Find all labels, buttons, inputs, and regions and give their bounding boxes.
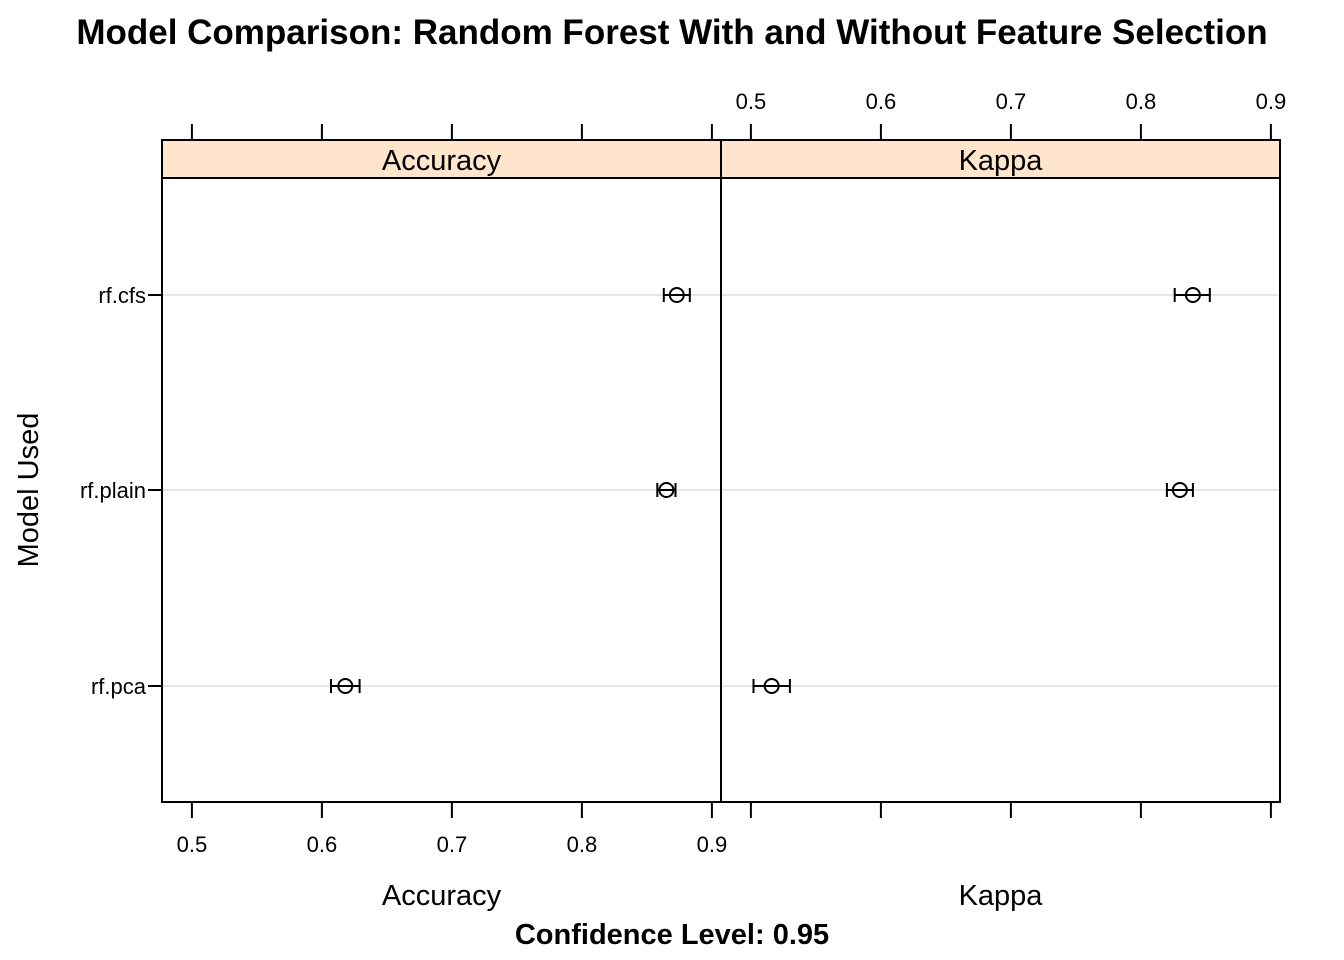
y-axis-label: Model Used xyxy=(13,413,45,568)
tick-label-bottom: 0.9 xyxy=(697,832,728,857)
strip-kappa xyxy=(721,140,1280,178)
panel-kappa: Kappa 0.5 0.6 0.7 0.8 0.9 Kappa xyxy=(720,89,1287,912)
strip-label: Kappa xyxy=(959,145,1044,177)
tick-label-top: 0.5 xyxy=(736,89,767,114)
point-rf.pca xyxy=(337,678,354,694)
panels-group: Accuracy 0.5 0.6 0.7 0.8 0.9 Accuracy Kappa 0.5 0… xyxy=(80,89,1286,912)
x-axis-label-kappa: Kappa xyxy=(959,880,1044,912)
point-rf.cfs xyxy=(1184,287,1201,303)
strip-label: Accuracy xyxy=(382,145,502,177)
point-rf.plain xyxy=(1171,482,1188,498)
tick-label-bottom: 0.7 xyxy=(437,832,468,857)
y-tick-label-rf.plain: rf.plain xyxy=(80,478,146,503)
chart-title: Model Comparison: Random Forest With and… xyxy=(76,13,1267,52)
tick-label-top: 0.7 xyxy=(996,89,1027,114)
tick-label-bottom: 0.6 xyxy=(307,832,338,857)
point-rf.cfs xyxy=(668,287,685,303)
point-rf.pca xyxy=(763,678,780,694)
strip-accuracy xyxy=(162,140,721,178)
x-axis-label-accuracy: Accuracy xyxy=(382,880,502,912)
panel-border xyxy=(161,139,722,803)
tick-label-top: 0.9 xyxy=(1256,89,1287,114)
tick-label-bottom: 0.5 xyxy=(177,832,208,857)
confidence-level-label: Confidence Level: 0.95 xyxy=(515,919,829,951)
tick-label-top: 0.6 xyxy=(866,89,897,114)
y-tick-label-rf.pca: rf.pca xyxy=(91,674,147,699)
point-rf.plain xyxy=(658,482,675,498)
panel-border xyxy=(720,139,1281,803)
tick-label-top: 0.8 xyxy=(1126,89,1157,114)
y-tick-label-rf.cfs: rf.cfs xyxy=(98,283,146,308)
tick-label-bottom: 0.8 xyxy=(567,832,598,857)
panel-accuracy: Accuracy 0.5 0.6 0.7 0.8 0.9 Accuracy xyxy=(161,124,728,912)
